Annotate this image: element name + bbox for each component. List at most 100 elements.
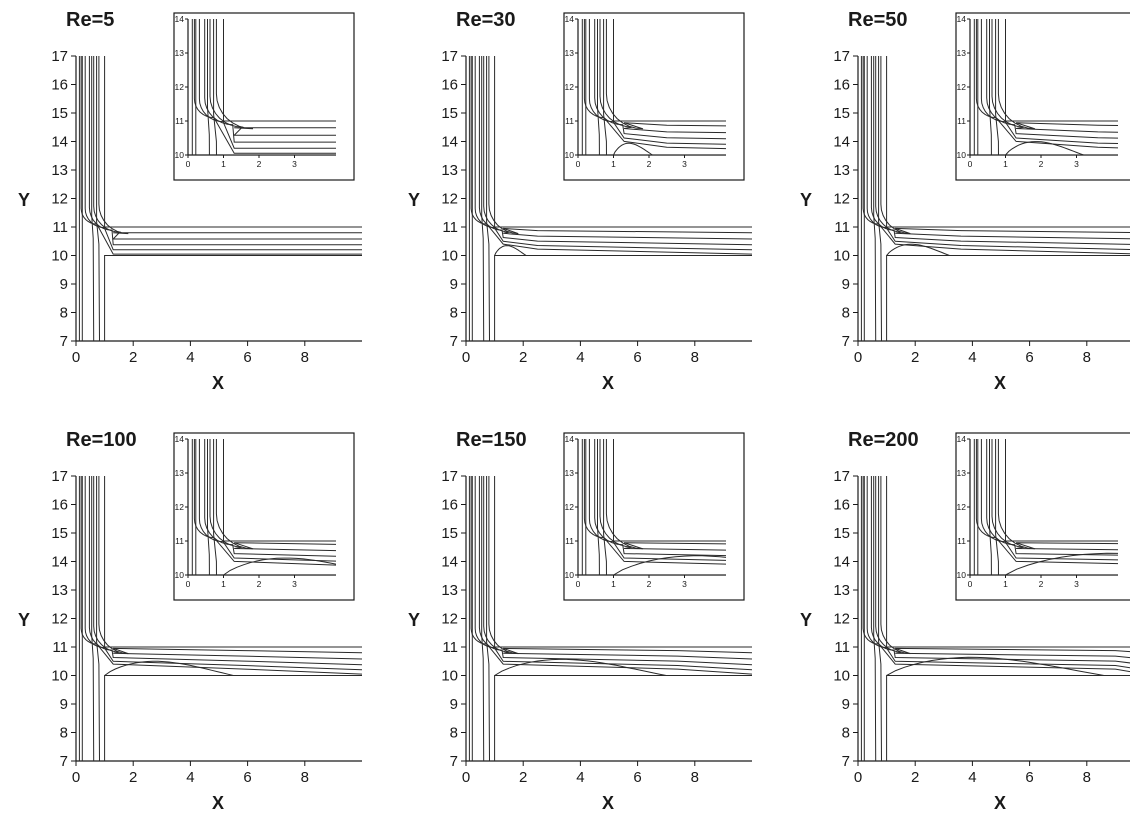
streamline (84, 56, 362, 251)
streamline (873, 56, 877, 341)
x-tick-label: 0 (462, 349, 470, 366)
inset-streamline (209, 439, 336, 552)
inset-frame (563, 432, 745, 601)
y-tick-label: 12 (441, 611, 458, 628)
y-tick-label: 8 (60, 725, 68, 742)
streamlines (860, 476, 1130, 761)
x-tick-label: 0 (72, 769, 80, 786)
inset-streamline (989, 19, 992, 155)
y-tick-label: 10 (833, 668, 850, 685)
x-tick-label: 4 (186, 349, 194, 366)
inset-streamline (605, 439, 726, 550)
x-tick-label: 8 (1083, 349, 1091, 366)
streamline (488, 476, 752, 655)
streamline (880, 476, 1130, 655)
streamline (878, 476, 882, 761)
streamline (873, 476, 877, 761)
streamline (96, 476, 100, 761)
y-tick-label: 14 (833, 554, 850, 571)
streamline (483, 476, 752, 660)
inset-y-tick-label: 12 (175, 82, 185, 92)
streamline (96, 56, 100, 341)
inset-streamline (989, 439, 992, 575)
inset-y-tick-label: 11 (175, 536, 184, 546)
inset-x-tick-label: 3 (682, 159, 687, 169)
streamline (870, 476, 1130, 664)
inset-x-tick-label: 2 (647, 159, 652, 169)
y-tick-label: 9 (60, 696, 68, 713)
inset-y-tick-label: 12 (565, 82, 575, 92)
inset-streamline (980, 19, 1118, 145)
inset-y-tick-label: 14 (957, 14, 967, 24)
streamline (875, 56, 1130, 240)
inset-x-tick-label: 0 (576, 159, 581, 169)
x-tick-label: 2 (911, 349, 919, 366)
y-tick-label: 8 (842, 725, 850, 742)
streamline (886, 56, 1130, 228)
inset-streamline (997, 19, 1118, 130)
y-tick-label: 17 (833, 48, 850, 65)
y-tick-label: 12 (51, 611, 68, 628)
y-tick-label: 17 (833, 468, 850, 485)
streamline (483, 56, 752, 240)
inset-streamline (207, 19, 210, 155)
y-tick-label: 9 (450, 276, 458, 293)
x-tick-label: 6 (1025, 349, 1033, 366)
y-tick-label: 16 (833, 77, 850, 94)
streamline (494, 476, 752, 648)
streamline (862, 56, 1130, 255)
y-axis-title: Y (408, 610, 420, 630)
streamline (80, 476, 362, 675)
inset-y-tick-label: 10 (957, 150, 967, 160)
y-tick-label: 7 (842, 753, 850, 770)
inset-y-tick-label: 14 (565, 434, 575, 444)
inset-x-tick-label: 0 (186, 579, 191, 589)
y-tick-label: 13 (441, 162, 458, 179)
inset-streamline (1005, 552, 1118, 575)
inset-y-tick-label: 14 (957, 434, 967, 444)
inset-streamline (980, 439, 1118, 561)
inset-streamline (1005, 141, 1084, 155)
inset-streamline (975, 439, 1118, 565)
streamline (478, 476, 752, 666)
x-axis-title: X (994, 793, 1006, 813)
x-tick-label: 8 (1083, 769, 1091, 786)
inset-streamline (991, 19, 1118, 133)
x-tick-label: 2 (519, 769, 527, 786)
y-axis-title: Y (18, 190, 30, 210)
y-tick-label: 13 (51, 582, 68, 599)
y-tick-label: 11 (834, 219, 850, 236)
inset-x-tick-label: 3 (292, 579, 297, 589)
streamline (104, 56, 362, 228)
inset-y-tick-label: 10 (565, 150, 575, 160)
inset-y-tick-label: 13 (175, 468, 185, 478)
streamlines (78, 476, 362, 761)
y-tick-label: 9 (450, 696, 458, 713)
streamline (104, 255, 362, 341)
panel-title: Re=200 (848, 429, 919, 451)
inset-y-tick-label: 11 (565, 116, 574, 126)
streamline (88, 476, 362, 666)
y-tick-label: 10 (441, 668, 458, 685)
y-tick-label: 8 (450, 725, 458, 742)
y-tick-label: 17 (51, 48, 68, 65)
inset-x-tick-label: 0 (968, 159, 973, 169)
inset-y-tick-label: 12 (957, 502, 967, 512)
y-tick-label: 12 (833, 191, 850, 208)
y-tick-label: 10 (51, 668, 68, 685)
inset-streamline (204, 19, 336, 143)
inset-x-tick-label: 1 (611, 159, 616, 169)
streamline (886, 255, 1130, 341)
inset-y-tick-label: 13 (957, 468, 967, 478)
inset-streamline (198, 439, 336, 562)
streamline (91, 56, 95, 341)
streamline (481, 56, 485, 341)
streamline (886, 675, 1130, 761)
inset-streamline (613, 555, 726, 575)
inset-y-tick-label: 11 (565, 536, 574, 546)
y-tick-label: 11 (834, 639, 850, 656)
